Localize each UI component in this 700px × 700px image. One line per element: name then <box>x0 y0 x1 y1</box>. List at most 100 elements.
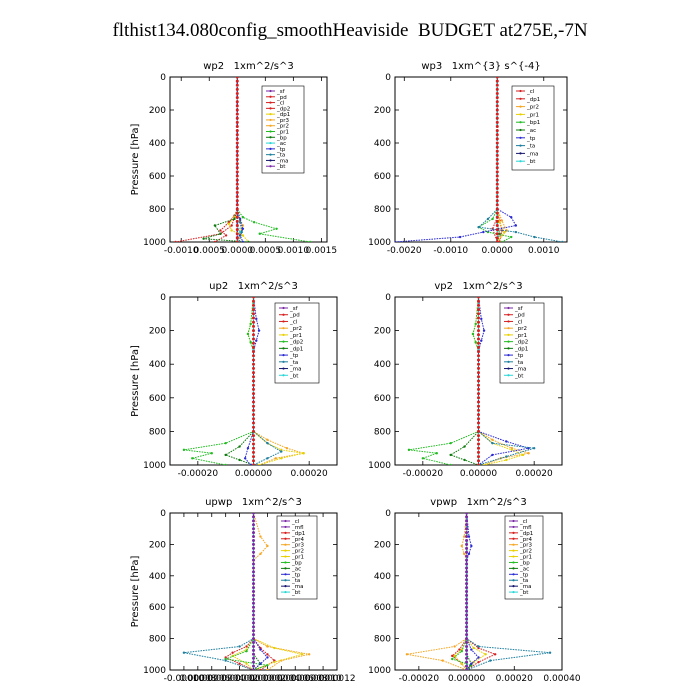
series-line_ta <box>236 77 243 242</box>
series-point_pr3 <box>405 653 409 656</box>
series-point_tp <box>467 535 471 538</box>
legend-label: _pr1 <box>291 555 304 561</box>
x-tick-label: 0.0000 <box>482 246 514 256</box>
zero-profile-marker <box>252 387 255 391</box>
series-line_tp <box>478 297 529 465</box>
zero-profile-marker <box>235 232 239 236</box>
series-point_dp2 <box>449 463 452 465</box>
zero-profile-marker <box>477 421 480 425</box>
legend-label: _pr3 <box>276 118 290 124</box>
zero-profile-marker <box>477 387 480 391</box>
zero-profile-marker <box>477 408 480 412</box>
legend-marker <box>284 561 287 564</box>
zero-profile-marker <box>495 158 499 161</box>
zero-profile-marker <box>252 574 255 578</box>
zero-profile-marker <box>477 400 480 404</box>
series-point_pr1 <box>521 453 525 457</box>
zero-profile-marker <box>477 383 480 387</box>
series-point_dp1 <box>238 445 241 448</box>
legend-marker <box>284 537 287 540</box>
legend-marker <box>269 89 272 93</box>
zero-profile-marker <box>477 429 480 433</box>
legend-marker <box>269 124 272 127</box>
series-point_pr3 <box>462 535 466 538</box>
legend-marker <box>519 144 522 147</box>
zero-profile-marker <box>477 396 480 400</box>
legend-label: _mfl <box>291 525 304 531</box>
y-tick-label: 600 <box>374 394 391 404</box>
legend-label: _pr1 <box>289 333 302 339</box>
legend-label: _pr1 <box>526 112 539 118</box>
zero-profile-marker <box>252 442 255 446</box>
zero-profile-marker <box>252 538 255 542</box>
legend-box <box>499 302 545 384</box>
zero-profile-marker <box>477 417 480 421</box>
zero-profile-marker <box>252 425 255 429</box>
zero-profile-marker <box>252 400 255 404</box>
zero-profile-marker <box>477 375 480 379</box>
legend-marker <box>512 531 515 534</box>
series-point_ta <box>491 441 494 445</box>
legend-label: _pr2 <box>514 326 527 332</box>
series-point_tp <box>482 230 485 234</box>
zero-profile-marker <box>252 408 255 412</box>
legend-label: _ta <box>526 144 535 150</box>
series-point_pr3 <box>453 645 456 648</box>
zero-profile-marker <box>252 379 255 383</box>
series-line_dp1 <box>224 297 254 465</box>
zero-profile-marker <box>495 178 499 182</box>
legend-box <box>274 302 320 384</box>
x-tick-label: 0.00006 <box>193 674 230 684</box>
y-tick-label: 800 <box>149 205 166 215</box>
series-point_tp <box>480 317 483 321</box>
series-point_tp <box>510 216 513 219</box>
zero-profile-marker <box>235 87 239 91</box>
series-point_pr4 <box>266 653 269 656</box>
zero-profile-marker <box>252 535 255 539</box>
legend-marker <box>282 367 285 370</box>
panel-2: wp3 1xm^{3} s^{-4}02004006008001000-0.00… <box>368 61 568 256</box>
legend-marker <box>269 118 272 122</box>
series-point_ta <box>224 659 227 662</box>
series-point_dp2 <box>224 463 227 465</box>
legend-label: _tp <box>291 572 301 578</box>
zero-profile-marker <box>235 199 239 203</box>
x-tick-label: 0.0005 <box>250 246 282 256</box>
y-tick-label: 800 <box>149 427 166 437</box>
series-point_pr2 <box>500 219 504 222</box>
panel-title: wp3 1xm^{3} s^{-4} <box>421 61 540 72</box>
series-point_pr1 <box>505 458 508 462</box>
zero-profile-marker <box>252 371 255 375</box>
legend-label: _pr2 <box>289 326 302 332</box>
series-point_dp2 <box>191 457 194 460</box>
zero-profile-marker <box>252 417 255 421</box>
legend-label: _bt <box>289 373 299 379</box>
y-tick-label: 800 <box>374 205 391 215</box>
x-tick-label: -0.00010 <box>164 674 205 684</box>
series-point_pr3 <box>441 659 444 662</box>
zero-profile-marker <box>252 434 255 438</box>
zero-profile-marker <box>235 145 239 149</box>
legend-label: _pr4 <box>291 537 305 543</box>
zero-profile-marker <box>465 531 469 535</box>
zero-profile-marker <box>252 578 255 582</box>
zero-profile-marker <box>252 299 255 303</box>
zero-profile-marker <box>477 366 480 370</box>
zero-profile-marker <box>235 166 239 170</box>
y-tick-label: 400 <box>149 572 166 582</box>
series-point_dp1 <box>231 651 234 654</box>
series-point_tp <box>470 662 473 665</box>
zero-profile-marker <box>235 203 239 207</box>
legend-label: _dp2 <box>276 106 290 112</box>
zero-profile-marker <box>465 523 469 527</box>
series-point_tp <box>482 329 486 332</box>
series-point_bp <box>213 224 217 227</box>
plot-frame <box>394 76 568 243</box>
legend-marker <box>284 519 287 523</box>
zero-profile-marker <box>465 668 469 670</box>
y-tick-label: 400 <box>149 139 166 149</box>
panel-title: up2 1xm^2/s^3 <box>209 281 298 292</box>
zero-profile-marker <box>252 320 255 324</box>
zero-profile-marker <box>235 170 239 174</box>
zero-profile-marker <box>477 450 480 454</box>
